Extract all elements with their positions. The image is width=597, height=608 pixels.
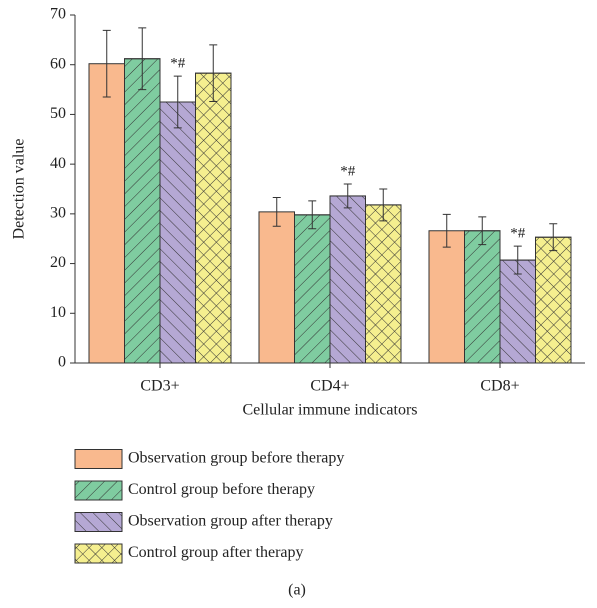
legend-swatch-pattern [74, 543, 123, 564]
bar [88, 63, 125, 364]
bar-pattern [124, 58, 161, 364]
error-bar [308, 200, 317, 230]
annotation: *# [340, 163, 356, 179]
error-bar [272, 196, 281, 227]
error-bar [138, 27, 147, 91]
y-tick-label: 40 [50, 155, 66, 172]
legend-label: Control group before therapy [128, 481, 315, 498]
bar-pattern [499, 259, 536, 364]
y-tick-label: 50 [50, 105, 66, 122]
error-bar [379, 188, 388, 222]
error-bar [343, 183, 352, 209]
y-tick-label: 10 [50, 304, 66, 321]
x-tick-label: CD4+ [310, 378, 349, 395]
legend-swatch [74, 449, 123, 469]
error-bar [209, 44, 218, 103]
bar-pattern [535, 236, 572, 364]
error-bar [513, 245, 522, 275]
caption: (a) [288, 582, 306, 599]
bar [258, 211, 295, 364]
y-tick-label: 70 [50, 6, 66, 23]
bar-pattern [464, 230, 501, 364]
bar-pattern [294, 214, 331, 364]
legend-swatch-pattern [74, 512, 123, 532]
y-tick-label: 0 [58, 354, 66, 371]
error-bar [478, 216, 487, 246]
error-bar [549, 223, 558, 252]
error-bar [173, 75, 182, 129]
legend-label: Observation group after therapy [128, 513, 333, 530]
bar-pattern [329, 195, 366, 364]
legend-label: Observation group before therapy [128, 450, 344, 467]
x-tick-label: CD8+ [480, 378, 519, 395]
y-axis-label: Detection value [11, 139, 28, 240]
annotation: *# [170, 56, 186, 72]
error-bar [442, 213, 451, 248]
bar [428, 230, 465, 364]
x-tick-label: CD3+ [140, 378, 179, 395]
annotation: *# [510, 226, 526, 242]
legend-swatch-pattern [74, 480, 123, 501]
bar-pattern [159, 101, 196, 364]
bar-pattern [195, 72, 232, 364]
error-bar [102, 29, 111, 98]
y-tick-label: 30 [50, 205, 66, 222]
bar-pattern [365, 204, 402, 364]
legend-label: Control group after therapy [128, 544, 304, 561]
y-tick-label: 60 [50, 55, 66, 72]
x-axis-label: Cellular immune indicators [242, 402, 417, 419]
y-tick-label: 20 [50, 254, 66, 271]
